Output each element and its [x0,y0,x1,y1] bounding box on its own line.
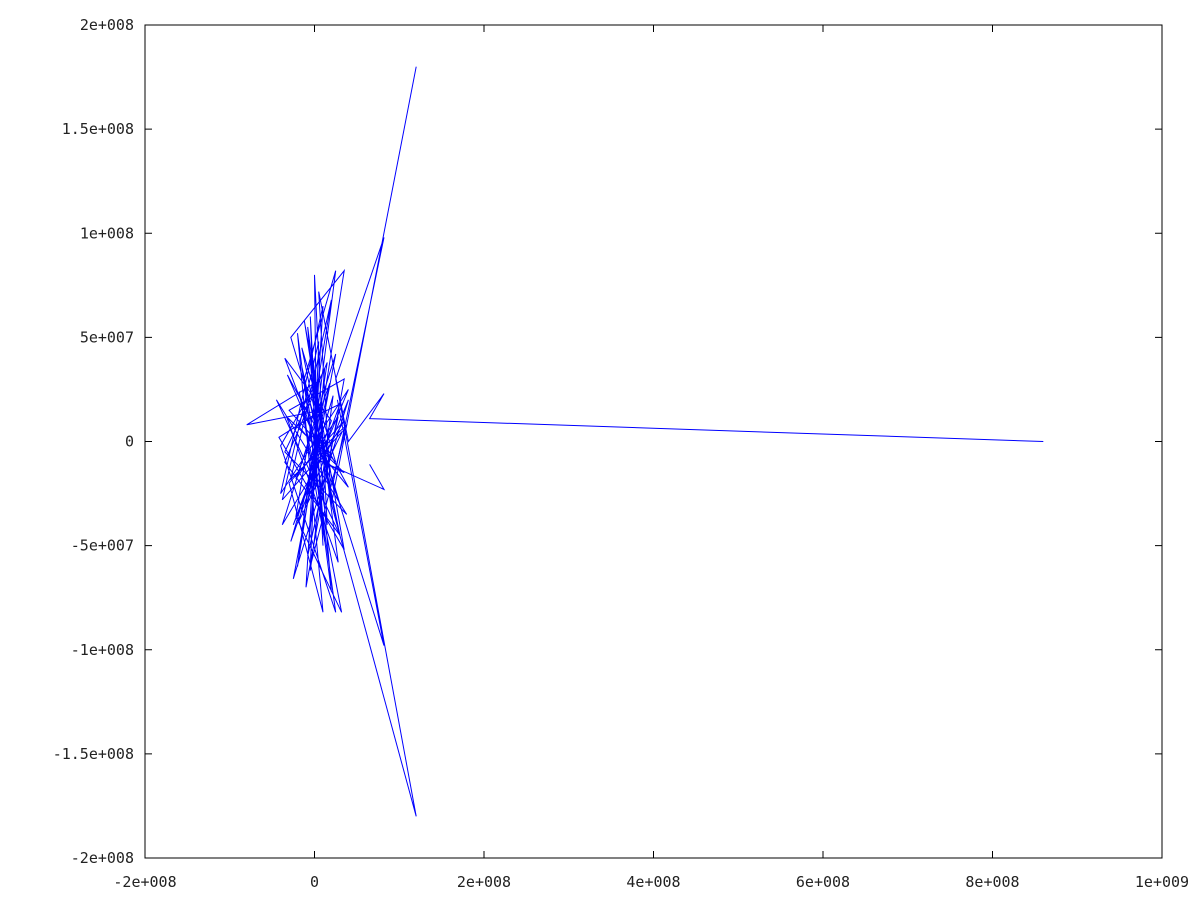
plot-frame [144,24,1163,859]
x-tick-label: 8e+008 [965,873,1019,891]
x-tick-labels: -2e+008 0 2e+008 4e+008 6e+008 8e+008 1e+009 [113,873,1189,891]
series-line-2 [330,66,417,817]
y-tick-label: 1.5e+008 [62,120,134,138]
x-tick-label: 2e+008 [457,873,511,891]
x-tick-label: 6e+008 [796,873,850,891]
y-tick-label: 1e+008 [80,224,134,242]
y-tick-label: -2e+008 [71,849,134,867]
y-tick-label: 2e+008 [80,16,134,34]
y-tick-label: -1.5e+008 [53,745,134,763]
y-tick-labels: -2e+008 -1.5e+008 -1e+008 -5e+007 0 5e+007 1e+… [53,16,134,867]
x-tick-label: 1e+009 [1135,873,1189,891]
series-line-1 [246,268,1044,613]
series-layer [246,66,1044,817]
x-tick-label: -2e+008 [113,873,176,891]
y-tick-label: -1e+008 [71,641,134,659]
x-tick-label: 0 [310,873,319,891]
tick-marks [144,24,1163,859]
y-tick-label: 5e+007 [80,328,134,346]
y-tick-label: -5e+007 [71,537,134,555]
y-tick-label: 0 [125,433,134,451]
x-tick-label: 4e+008 [626,873,680,891]
